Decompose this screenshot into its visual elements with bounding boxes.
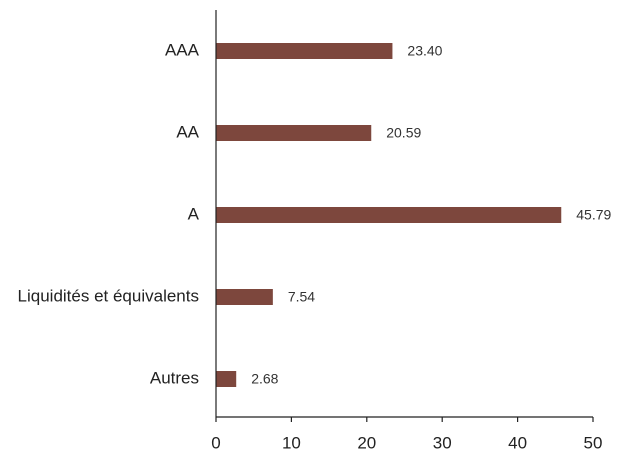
x-tick-label-5: 50 <box>584 433 603 452</box>
x-tick-label-3: 30 <box>433 433 452 452</box>
category-label-0: AAA <box>165 40 200 59</box>
x-axis-ticks: 0 10 20 30 40 50 <box>211 417 602 452</box>
category-label-1: AA <box>176 122 199 141</box>
category-label-2: A <box>188 204 200 223</box>
x-tick-label-0: 0 <box>211 433 220 452</box>
value-label-1: 20.59 <box>386 125 421 141</box>
value-label-3: 7.54 <box>288 289 315 305</box>
x-tick-label-4: 40 <box>508 433 527 452</box>
category-label-3: Liquidités et équivalents <box>18 286 199 305</box>
bar-2 <box>216 207 562 223</box>
value-label-0: 23.40 <box>407 43 442 59</box>
bars-group <box>216 43 562 387</box>
bar-0 <box>216 43 393 59</box>
x-tick-label-1: 10 <box>282 433 301 452</box>
bar-4 <box>216 371 237 387</box>
value-label-4: 2.68 <box>251 371 278 387</box>
x-tick-label-2: 20 <box>357 433 376 452</box>
bar-3 <box>216 289 273 305</box>
category-label-4: Autres <box>150 368 199 387</box>
bar-1 <box>216 125 372 141</box>
value-label-2: 45.79 <box>576 207 611 223</box>
value-labels: 23.40 20.59 45.79 7.54 2.68 <box>251 43 611 387</box>
